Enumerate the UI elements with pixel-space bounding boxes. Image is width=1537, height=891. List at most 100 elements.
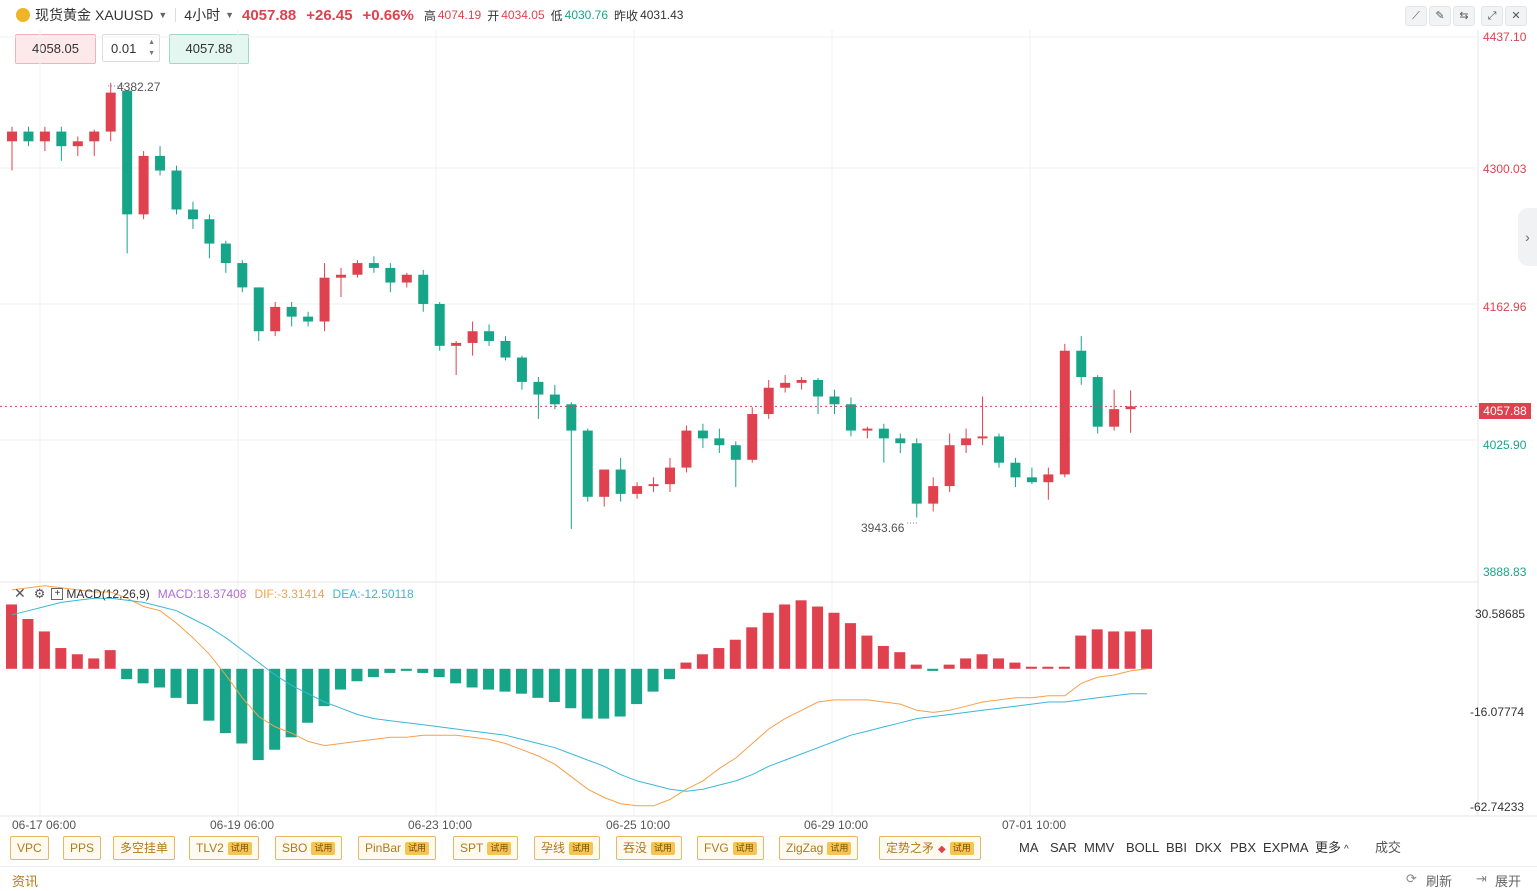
spear-icon: ◆ bbox=[938, 844, 946, 855]
pen-icon[interactable]: ✎ bbox=[1429, 6, 1451, 26]
macd-bar bbox=[828, 612, 840, 669]
gear-icon[interactable]: ⚙ bbox=[33, 585, 46, 601]
tag-sbo[interactable]: SBO 试用 bbox=[275, 836, 343, 860]
candle-body bbox=[813, 379, 824, 397]
expand-icon[interactable]: ⇥ bbox=[1476, 871, 1487, 886]
instrument-name[interactable]: 现货黄金 bbox=[35, 7, 91, 23]
candle-body bbox=[911, 443, 922, 504]
indicator-boll[interactable]: BOLL bbox=[1126, 840, 1160, 855]
low-value: 4030.76 bbox=[564, 8, 609, 22]
candle-body bbox=[270, 306, 281, 332]
close-icon[interactable]: ✕ bbox=[1505, 6, 1527, 26]
candle-body bbox=[319, 277, 330, 322]
indicator-mmv[interactable]: MMV bbox=[1084, 840, 1115, 855]
add-icon[interactable]: + bbox=[51, 587, 64, 600]
refresh-icon[interactable]: ⟳ bbox=[1406, 871, 1417, 886]
fullscreen-icon[interactable]: ⤢ bbox=[1481, 6, 1503, 26]
chevron-right-icon[interactable]: › bbox=[1518, 208, 1537, 266]
chevron-down-icon[interactable]: ▼ bbox=[225, 10, 234, 20]
macd-bar bbox=[302, 668, 314, 723]
tag-multi-order[interactable]: 多空挂单 bbox=[113, 836, 176, 860]
candle bbox=[7, 126, 17, 171]
news-link[interactable]: 资讯 bbox=[12, 874, 39, 889]
sell-price-button[interactable]: 4058.05 bbox=[15, 34, 96, 64]
candle-body bbox=[336, 274, 346, 278]
candle bbox=[582, 428, 593, 502]
close-icon[interactable]: ✕ bbox=[14, 585, 26, 601]
candle-body bbox=[122, 90, 133, 215]
indicator-pbx[interactable]: PBX bbox=[1230, 840, 1257, 855]
candle-body bbox=[648, 484, 659, 487]
instrument-symbol[interactable]: XAUUSD bbox=[95, 7, 154, 23]
macd-axis-label: 30.58685 bbox=[1475, 607, 1526, 621]
macd-bar bbox=[170, 668, 182, 698]
tag-fvg[interactable]: FVG 试用 bbox=[697, 836, 764, 860]
candle-body bbox=[451, 342, 462, 346]
expand-button[interactable]: 展开 bbox=[1495, 874, 1522, 889]
candle bbox=[516, 355, 527, 390]
candle bbox=[352, 260, 363, 278]
timeframe-select[interactable]: 4小时 bbox=[184, 7, 221, 23]
indicator-more[interactable]: 更多 ^ bbox=[1315, 840, 1349, 855]
tag-trend-spear[interactable]: 定势之矛 ◆ 试用 bbox=[879, 836, 981, 860]
candle bbox=[1076, 336, 1087, 385]
candle-body bbox=[39, 131, 50, 142]
macd-bar bbox=[335, 668, 346, 690]
candle bbox=[434, 302, 445, 351]
candle-body bbox=[138, 155, 149, 215]
tag-spt[interactable]: SPT 试用 bbox=[453, 836, 519, 860]
candle-body bbox=[352, 263, 363, 275]
tag-tlv2[interactable]: TLV2 试用 bbox=[189, 836, 259, 860]
candle-body bbox=[763, 387, 774, 415]
chevron-down-icon[interactable]: ▼ bbox=[158, 10, 168, 20]
tag-harami[interactable]: 孕线 试用 bbox=[534, 836, 601, 860]
macd-bar bbox=[565, 668, 577, 709]
tag-engulfing[interactable]: 吞没 试用 bbox=[616, 836, 683, 860]
candle bbox=[681, 425, 692, 473]
compare-icon[interactable]: ⇆ bbox=[1453, 6, 1475, 26]
header-divider bbox=[175, 8, 177, 22]
macd-bar bbox=[499, 668, 511, 692]
candle bbox=[401, 272, 412, 288]
candle bbox=[1026, 467, 1037, 485]
stepper-arrows-icon[interactable]: ▲ ▼ bbox=[148, 39, 155, 57]
buy-price-button[interactable]: 4057.88 bbox=[169, 34, 249, 64]
tag-pps[interactable]: PPS bbox=[63, 836, 102, 860]
candle bbox=[730, 441, 741, 488]
tag-vpc[interactable]: VPC bbox=[10, 836, 49, 860]
candle bbox=[780, 375, 791, 393]
candle bbox=[286, 302, 297, 327]
candle-body bbox=[7, 131, 17, 142]
current-price-badge: 4057.88 bbox=[1479, 403, 1531, 419]
candle-body bbox=[1043, 474, 1054, 483]
price-change-percent: +0.66% bbox=[362, 6, 414, 24]
macd-title[interactable]: MACD(12,26,9) bbox=[66, 586, 150, 601]
candle-body bbox=[944, 445, 955, 487]
tag-pinbar[interactable]: PinBar 试用 bbox=[358, 836, 437, 860]
quantity-value[interactable]: 0.01 bbox=[111, 41, 137, 56]
candle-body bbox=[928, 486, 939, 504]
indicator-expma[interactable]: EXPMA bbox=[1263, 840, 1309, 855]
macd-bar bbox=[22, 618, 34, 669]
indicator-ma[interactable]: MA bbox=[1019, 840, 1039, 855]
candle-body bbox=[253, 287, 264, 332]
indicator-sar[interactable]: SAR bbox=[1050, 840, 1077, 855]
indicator-bbi[interactable]: BBI bbox=[1166, 840, 1187, 855]
macd-bar bbox=[1108, 631, 1120, 669]
refresh-button[interactable]: 刷新 bbox=[1426, 874, 1453, 889]
candle bbox=[599, 469, 610, 507]
macd-legend: ✕ ⚙ + MACD(12,26,9) MACD:18.37408 DIF:-3… bbox=[14, 585, 414, 602]
candle bbox=[500, 336, 511, 361]
indicator-dkx[interactable]: DKX bbox=[1195, 840, 1222, 855]
tag-zigzag[interactable]: ZigZag 试用 bbox=[779, 836, 859, 860]
volume-tab[interactable]: 成交 bbox=[1375, 840, 1402, 855]
candle-body bbox=[155, 155, 166, 171]
candle-body bbox=[878, 428, 889, 439]
macd-bar bbox=[795, 600, 807, 669]
macd-axis-label: -62.74233 bbox=[1470, 800, 1525, 814]
macd-bar bbox=[219, 668, 231, 734]
candle bbox=[747, 407, 758, 463]
drawing-tool-icon[interactable]: ⟋ bbox=[1405, 6, 1427, 26]
quantity-stepper[interactable]: 0.01 ▲ ▼ bbox=[102, 34, 160, 62]
